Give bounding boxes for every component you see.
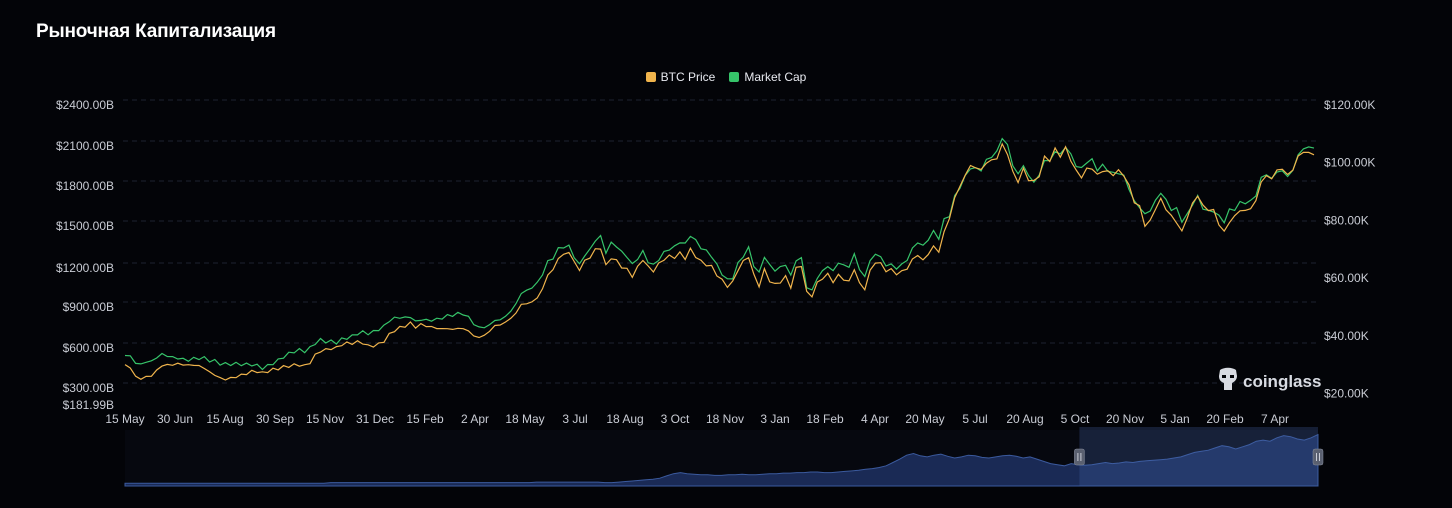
- x-axis: 15 May 30 Jun 15 Aug 30 Sep 15 Nov 31 Dec 15 F…: [105, 412, 1289, 426]
- x-axis-tick-label: 5 Jul: [962, 412, 987, 426]
- x-axis-tick-label: 7 Apr: [1261, 412, 1289, 426]
- x-axis-tick-label: 5 Oct: [1061, 412, 1090, 426]
- legend-item-btc-price[interactable]: BTC Price: [645, 70, 716, 84]
- right-axis-tick-label: $20.00K: [1324, 386, 1369, 400]
- right-axis-tick-label: $40.00K: [1324, 329, 1369, 343]
- navigator-handle-right[interactable]: [1312, 448, 1324, 466]
- x-axis-tick-label: 31 Dec: [356, 412, 394, 426]
- right-axis-tick-label: $120.00K: [1324, 98, 1375, 112]
- x-axis-tick-label: 18 Aug: [606, 412, 643, 426]
- left-axis-tick-label: $2100.00B: [56, 139, 114, 153]
- left-axis-tick-label: $181.99B: [63, 398, 114, 412]
- right-axis-tick-label: $80.00K: [1324, 213, 1369, 227]
- chart-grid: [123, 99, 1318, 384]
- range-navigator[interactable]: [124, 427, 1324, 487]
- right-axis: $20.00K $40.00K $60.00K $80.00K $100.00K $120…: [1324, 98, 1375, 400]
- x-axis-tick-label: 20 Feb: [1206, 412, 1244, 426]
- legend-label-btc-price: BTC Price: [660, 70, 716, 84]
- legend-swatch-btc-price: [645, 72, 656, 82]
- navigator-handle-left[interactable]: [1074, 448, 1085, 466]
- market-cap-line: [124, 137, 1315, 371]
- right-axis-tick-label: $60.00K: [1324, 271, 1369, 285]
- btc-price-line: [124, 142, 1315, 381]
- left-axis-tick-label: $2400.00B: [56, 98, 114, 112]
- x-axis-tick-label: 15 Feb: [406, 412, 444, 426]
- legend-swatch-market-cap: [729, 72, 740, 82]
- x-axis-tick-label: 30 Sep: [256, 412, 294, 426]
- x-axis-tick-label: 15 Nov: [306, 412, 344, 426]
- x-axis-tick-label: 18 Nov: [706, 412, 744, 426]
- x-axis-tick-label: 18 May: [505, 412, 544, 426]
- chart-legend: BTC Price Market Cap: [0, 70, 1452, 84]
- left-axis: $181.99B $300.00B $600.00B $900.00B $1200.00…: [56, 98, 114, 412]
- x-axis-tick-label: 2 Apr: [461, 412, 489, 426]
- left-axis-tick-label: $1200.00B: [56, 261, 114, 275]
- left-axis-tick-label: $1800.00B: [56, 179, 114, 193]
- x-axis-tick-label: 30 Jun: [157, 412, 193, 426]
- navigator-selection[interactable]: [1079, 427, 1318, 486]
- x-axis-tick-label: 15 May: [105, 412, 144, 426]
- watermark: coinglass: [1219, 367, 1321, 391]
- x-axis-tick-label: 20 May: [905, 412, 944, 426]
- x-axis-tick-label: 4 Apr: [861, 412, 889, 426]
- watermark-text: coinglass: [1243, 372, 1321, 391]
- x-axis-tick-label: 5 Jan: [1160, 412, 1189, 426]
- x-axis-tick-label: 3 Jan: [760, 412, 789, 426]
- right-axis-tick-label: $100.00K: [1324, 156, 1375, 170]
- left-axis-tick-label: $300.00B: [63, 381, 114, 395]
- left-axis-tick-label: $900.00B: [63, 300, 114, 314]
- x-axis-tick-label: 18 Feb: [806, 412, 844, 426]
- coinglass-logo-icon: [1219, 367, 1237, 390]
- x-axis-tick-label: 3 Jul: [562, 412, 587, 426]
- x-axis-tick-label: 20 Aug: [1006, 412, 1043, 426]
- x-axis-tick-label: 3 Oct: [661, 412, 690, 426]
- x-axis-tick-label: 15 Aug: [206, 412, 243, 426]
- chart-series: [124, 137, 1315, 381]
- legend-label-market-cap: Market Cap: [744, 70, 807, 84]
- x-axis-tick-label: 20 Nov: [1106, 412, 1144, 426]
- left-axis-tick-label: $1500.00B: [56, 219, 114, 233]
- navigator-area: [124, 433, 1319, 487]
- legend-item-market-cap[interactable]: Market Cap: [729, 70, 806, 84]
- page-title: Рыночная Капитализация: [36, 21, 276, 42]
- left-axis-tick-label: $600.00B: [63, 341, 114, 355]
